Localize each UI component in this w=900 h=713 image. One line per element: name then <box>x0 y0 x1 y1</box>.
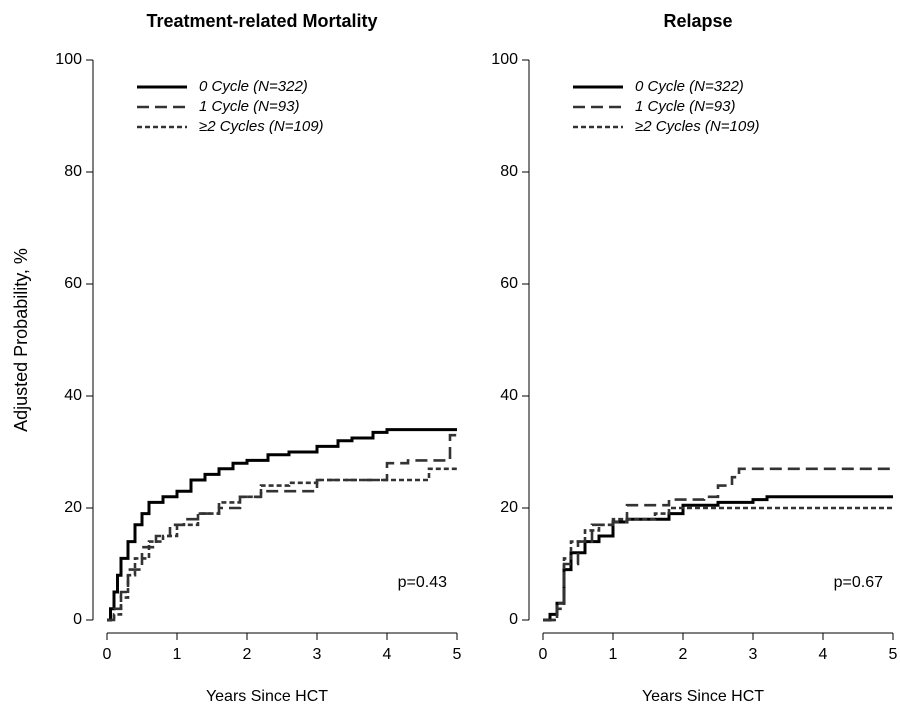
y-tick-label: 60 <box>64 275 82 292</box>
chart-title: Treatment-related Mortality <box>146 11 377 31</box>
annotation: p=0.43 <box>398 574 447 591</box>
y-tick-label: 100 <box>491 51 518 68</box>
line <box>107 428 457 622</box>
y-tick-label: 40 <box>64 387 82 404</box>
line <box>543 467 893 622</box>
y-axis-label: Adjusted Probability, % <box>11 248 31 432</box>
chart-title: Relapse <box>663 11 732 31</box>
x-tick-label: 5 <box>453 646 462 663</box>
y-tick-label: 80 <box>500 163 518 180</box>
line <box>543 495 893 622</box>
y-tick-label: 0 <box>509 611 518 628</box>
x-tick-label: 1 <box>609 646 618 663</box>
legend-label: ≥2 Cycles (N=109) <box>635 118 760 135</box>
y-tick-label: 60 <box>500 275 518 292</box>
legend-label: 1 Cycle (N=93) <box>635 98 735 115</box>
x-tick-label: 3 <box>749 646 758 663</box>
y-tick-label: 20 <box>500 499 518 516</box>
y-tick-label: 80 <box>64 163 82 180</box>
legend-label: 0 Cycle (N=322) <box>635 78 744 95</box>
x-axis-label: Years Since HCT <box>642 688 764 705</box>
x-tick-label: 0 <box>539 646 548 663</box>
y-tick-label: 0 <box>73 611 82 628</box>
legend-label: 0 Cycle (N=322) <box>199 78 308 95</box>
line <box>543 506 893 622</box>
y-tick-label: 100 <box>55 51 82 68</box>
x-tick-label: 5 <box>889 646 898 663</box>
y-tick-label: 40 <box>500 387 518 404</box>
x-tick-label: 0 <box>103 646 112 663</box>
x-tick-label: 1 <box>173 646 182 663</box>
x-tick-label: 2 <box>679 646 688 663</box>
legend-label: ≥2 Cycles (N=109) <box>199 118 324 135</box>
annotation: p=0.67 <box>834 574 883 591</box>
x-tick-label: 3 <box>313 646 322 663</box>
line <box>107 433 457 622</box>
legend-label: 1 Cycle (N=93) <box>199 98 299 115</box>
x-axis-label: Years Since HCT <box>206 688 328 705</box>
x-tick-label: 2 <box>243 646 252 663</box>
line <box>107 467 457 622</box>
x-tick-label: 4 <box>383 646 392 663</box>
x-tick-label: 4 <box>819 646 828 663</box>
y-tick-label: 20 <box>64 499 82 516</box>
